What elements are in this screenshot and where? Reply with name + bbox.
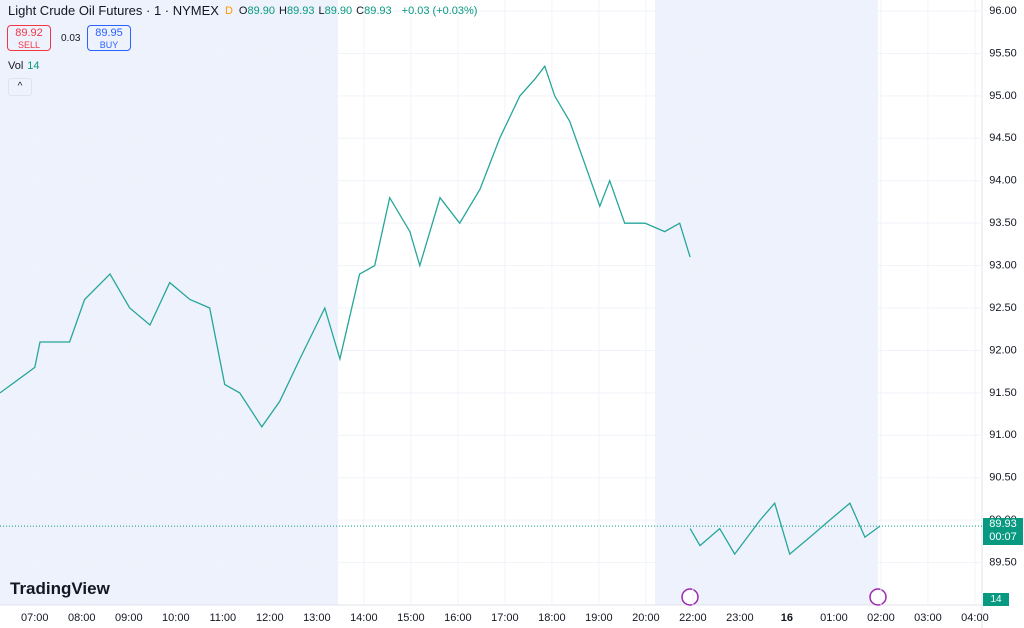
sell-button[interactable]: 89.92 SELL <box>7 25 51 51</box>
x-tick-label: 11:00 <box>209 612 236 624</box>
y-tick-label: 94.00 <box>989 175 1017 187</box>
ohlc-value: 89.93 <box>364 4 392 17</box>
buy-price: 89.95 <box>95 27 123 39</box>
countdown: 00:07 <box>989 531 1017 543</box>
volume-legend: Vol 14 <box>8 60 40 72</box>
ohlc-key: L <box>318 4 325 17</box>
ohlc-value: 89.90 <box>247 4 276 17</box>
x-tick-label: 20:00 <box>632 612 660 624</box>
vol-label: Vol <box>8 60 24 72</box>
logo: TradingView <box>10 579 110 598</box>
y-tick-label: 90.50 <box>989 472 1017 484</box>
x-tick-label: 10:00 <box>162 612 190 624</box>
x-tick-label: 07:00 <box>21 612 49 624</box>
y-tick-label: 92.00 <box>989 344 1017 356</box>
header: Light Crude Oil Futures · 1 · NYMEX D O8… <box>8 3 477 18</box>
y-tick-label: 95.00 <box>989 90 1017 102</box>
price: 89.93 <box>989 518 1017 530</box>
ohlc: O89.90 H89.93 L89.90 C89.93 <box>239 5 396 17</box>
vol-value: 14 <box>27 60 40 72</box>
y-tick-label: 92.50 <box>989 302 1017 314</box>
x-tick-label: 13:00 <box>303 612 331 624</box>
x-tick-label: 03:00 <box>914 612 942 624</box>
y-tick-label: 91.50 <box>989 387 1017 399</box>
sell-label: SELL <box>17 40 41 50</box>
x-tick-label: 14:00 <box>350 612 378 624</box>
x-tick-label: 15:00 <box>397 612 425 624</box>
event-icon[interactable] <box>869 588 887 606</box>
x-tick-label: 22:00 <box>679 612 707 624</box>
volume-label: 14 <box>983 593 1009 606</box>
ohlc-value: 89.90 <box>324 4 353 17</box>
ohlc-key: H <box>279 4 287 17</box>
symbol[interactable]: Light Crude Oil Futures · 1 · NYMEX <box>8 3 219 18</box>
y-tick-label: 95.50 <box>989 47 1017 59</box>
x-tick-label: 01:00 <box>820 612 848 624</box>
session-shade <box>0 0 338 605</box>
change: +0.03 (+0.03%) <box>401 4 478 17</box>
y-tick-label: 96.00 <box>989 5 1017 17</box>
y-tick-label: 93.00 <box>989 259 1017 271</box>
y-tick-label: 89.50 <box>989 556 1017 568</box>
session-event-icon[interactable] <box>681 588 699 606</box>
session-shade <box>655 0 878 605</box>
ohlc-key: C <box>356 4 365 17</box>
buy-button[interactable]: 89.95 BUY <box>87 25 131 51</box>
x-tick-label: 23:00 <box>726 612 754 624</box>
buy-label: BUY <box>99 40 119 50</box>
x-tick-label: 18:00 <box>538 612 566 624</box>
collapse-button[interactable]: ^ <box>8 78 32 96</box>
y-tick-label: 91.00 <box>989 429 1017 441</box>
spread: 0.03 <box>61 33 81 44</box>
x-tick-label: 16 <box>781 612 793 624</box>
x-tick-label: 16:00 <box>444 612 472 624</box>
x-tick-label: 04:00 <box>961 612 989 624</box>
x-tick-label: 17:00 <box>491 612 519 624</box>
ohlc-value: 89.93 <box>286 4 315 17</box>
flag: D <box>224 4 233 17</box>
price-line <box>0 64 881 556</box>
x-tick-label: 12:00 <box>256 612 284 624</box>
price-label: 89.93 00:07 <box>983 518 1023 545</box>
x-tick-label: 09:00 <box>115 612 143 624</box>
x-tick-label: 08:00 <box>68 612 96 624</box>
sell-price: 89.92 <box>15 27 43 39</box>
y-tick-label: 94.50 <box>989 132 1017 144</box>
ohlc-key: O <box>238 4 248 17</box>
y-tick-label: 93.50 <box>989 217 1017 229</box>
x-tick-label: 02:00 <box>867 612 895 624</box>
x-tick-label: 19:00 <box>585 612 613 624</box>
